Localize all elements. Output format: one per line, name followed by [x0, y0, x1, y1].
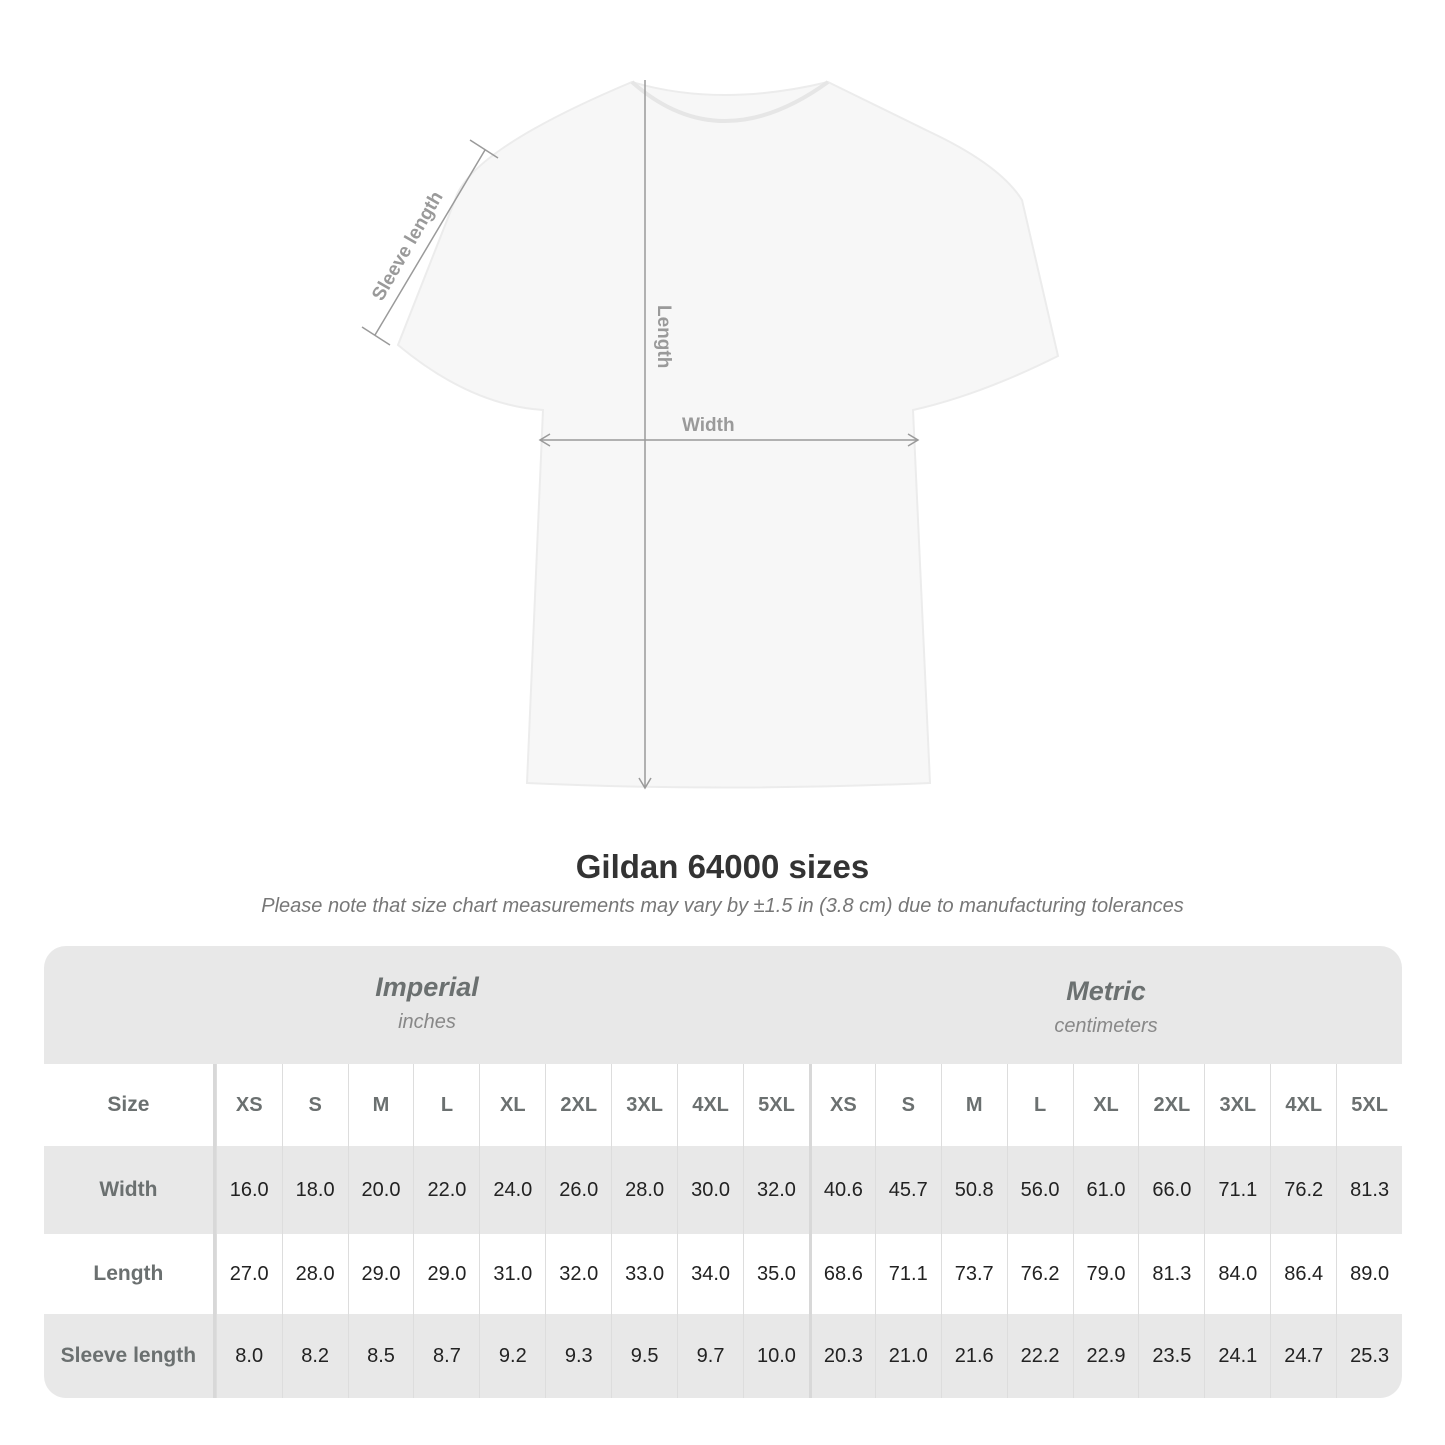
imperial-value: 8.7: [413, 1314, 479, 1398]
imperial-value: 28.0: [281, 1234, 348, 1314]
imperial-value: 8.2: [281, 1314, 348, 1398]
imperial-size-l: L: [413, 1064, 479, 1146]
table-row: Width 16.0 18.0 20.0 22.0 24.0 26.0 28.0 30.0 32.…: [44, 1146, 1402, 1234]
imperial-value: 32.0: [743, 1146, 809, 1234]
imperial-value: 28.0: [611, 1146, 677, 1234]
metric-value: 71.1: [874, 1234, 941, 1314]
tshirt-collar: [630, 80, 830, 123]
metric-value: 89.0: [1336, 1234, 1402, 1314]
metric-value: 40.6: [808, 1146, 875, 1234]
imperial-size-2xl: 2XL: [545, 1064, 611, 1146]
metric-value: 73.7: [940, 1234, 1007, 1314]
metric-value: 56.0: [1006, 1146, 1073, 1234]
imperial-value: 9.3: [545, 1314, 611, 1398]
imperial-value: 22.0: [413, 1146, 479, 1234]
imperial-value: 30.0: [677, 1146, 743, 1234]
metric-size-xl: XL: [1072, 1064, 1139, 1146]
size-table: Imperial inches Metric centimeters Size X…: [44, 946, 1402, 1398]
imperial-size-m: M: [347, 1064, 414, 1146]
metric-size-4xl: 4XL: [1270, 1064, 1336, 1146]
imperial-size-5xl: 5XL: [743, 1064, 809, 1146]
metric-value: 21.6: [940, 1314, 1007, 1398]
imperial-size-4xl: 4XL: [677, 1064, 743, 1146]
imperial-size-xl: XL: [479, 1064, 545, 1146]
metric-value: 71.1: [1204, 1146, 1270, 1234]
width-arrow-left: [538, 433, 551, 447]
table-row: Sleeve length 8.0 8.2 8.5 8.7 9.2 9.3 9.5 9.7 10.…: [44, 1314, 1402, 1398]
metric-value: 22.9: [1072, 1314, 1139, 1398]
table-row: Length 27.0 28.0 29.0 29.0 31.0 32.0 33.0 34.0 35…: [44, 1234, 1402, 1314]
tolerance-note: Please note that size chart measurements…: [261, 895, 1184, 917]
metric-value: 50.8: [940, 1146, 1007, 1234]
imperial-value: 9.7: [677, 1314, 743, 1398]
imperial-value: 34.0: [677, 1234, 743, 1314]
metric-value: 22.2: [1006, 1314, 1073, 1398]
imperial-size-3xl: 3XL: [611, 1064, 677, 1146]
metric-value: 86.4: [1270, 1234, 1336, 1314]
length-label: Length: [653, 305, 674, 368]
row-label: Width: [44, 1146, 216, 1234]
imperial-value: 9.5: [611, 1314, 677, 1398]
metric-value: 81.3: [1138, 1234, 1204, 1314]
metric-size-3xl: 3XL: [1204, 1064, 1270, 1146]
imperial-size-xs: XS: [215, 1064, 282, 1146]
metric-value: 23.5: [1138, 1314, 1204, 1398]
imperial-value: 29.0: [413, 1234, 479, 1314]
metric-value: 81.3: [1336, 1146, 1402, 1234]
sleeve-measure-line: [374, 149, 486, 336]
metric-size-5xl: 5XL: [1336, 1064, 1402, 1146]
metric-size-2xl: 2XL: [1138, 1064, 1204, 1146]
imperial-value: 33.0: [611, 1234, 677, 1314]
tshirt-diagram: Sleeve length Length Width: [361, 80, 1060, 790]
metric-value: 66.0: [1138, 1146, 1204, 1234]
metric-unit: centimeters: [1054, 1015, 1158, 1037]
metric-header: Metric centimeters: [810, 946, 1402, 1094]
imperial-value: 24.0: [479, 1146, 545, 1234]
imperial-value: 35.0: [743, 1234, 809, 1314]
width-label: Width: [682, 415, 735, 436]
imperial-value: 26.0: [545, 1146, 611, 1234]
imperial-value: 10.0: [743, 1314, 809, 1398]
metric-size-m: M: [940, 1064, 1007, 1146]
metric-value: 84.0: [1204, 1234, 1270, 1314]
row-label: Length: [44, 1234, 216, 1314]
metric-value: 76.2: [1270, 1146, 1336, 1234]
metric-value: 61.0: [1072, 1146, 1139, 1234]
metric-title: Metric: [1066, 976, 1146, 1006]
imperial-value: 29.0: [347, 1234, 414, 1314]
length-arrow-bottom: [638, 777, 652, 790]
metric-value: 45.7: [874, 1146, 941, 1234]
imperial-value: 27.0: [215, 1234, 282, 1314]
imperial-size-s: S: [281, 1064, 348, 1146]
size-header-row: Size XS S M L XL 2XL 3XL 4XL 5XL XS S M L XL 2XL 3XL 4XL 5…: [44, 1064, 1402, 1146]
imperial-value: 32.0: [545, 1234, 611, 1314]
imperial-value: 8.0: [215, 1314, 282, 1398]
imperial-value: 9.2: [479, 1314, 545, 1398]
size-header-label: Size: [44, 1064, 216, 1146]
imperial-value: 20.0: [347, 1146, 414, 1234]
imperial-value: 18.0: [281, 1146, 348, 1234]
metric-value: 24.7: [1270, 1314, 1336, 1398]
metric-size-l: L: [1006, 1064, 1073, 1146]
imperial-value: 31.0: [479, 1234, 545, 1314]
imperial-unit: inches: [398, 1011, 456, 1033]
metric-size-s: S: [874, 1064, 941, 1146]
metric-value: 79.0: [1072, 1234, 1139, 1314]
imperial-title: Imperial: [375, 972, 479, 1002]
imperial-header: Imperial inches: [216, 946, 638, 1090]
metric-size-xs: XS: [808, 1064, 875, 1146]
row-label: Sleeve length: [44, 1314, 216, 1398]
metric-value: 76.2: [1006, 1234, 1073, 1314]
imperial-value: 8.5: [347, 1314, 414, 1398]
metric-value: 20.3: [808, 1314, 875, 1398]
metric-value: 21.0: [874, 1314, 941, 1398]
metric-value: 24.1: [1204, 1314, 1270, 1398]
metric-value: 25.3: [1336, 1314, 1402, 1398]
page-title: Gildan 64000 sizes: [575, 848, 870, 885]
width-arrow-right: [907, 433, 920, 447]
imperial-value: 16.0: [215, 1146, 282, 1234]
tshirt-shape: [396, 80, 1060, 789]
metric-value: 68.6: [808, 1234, 875, 1314]
